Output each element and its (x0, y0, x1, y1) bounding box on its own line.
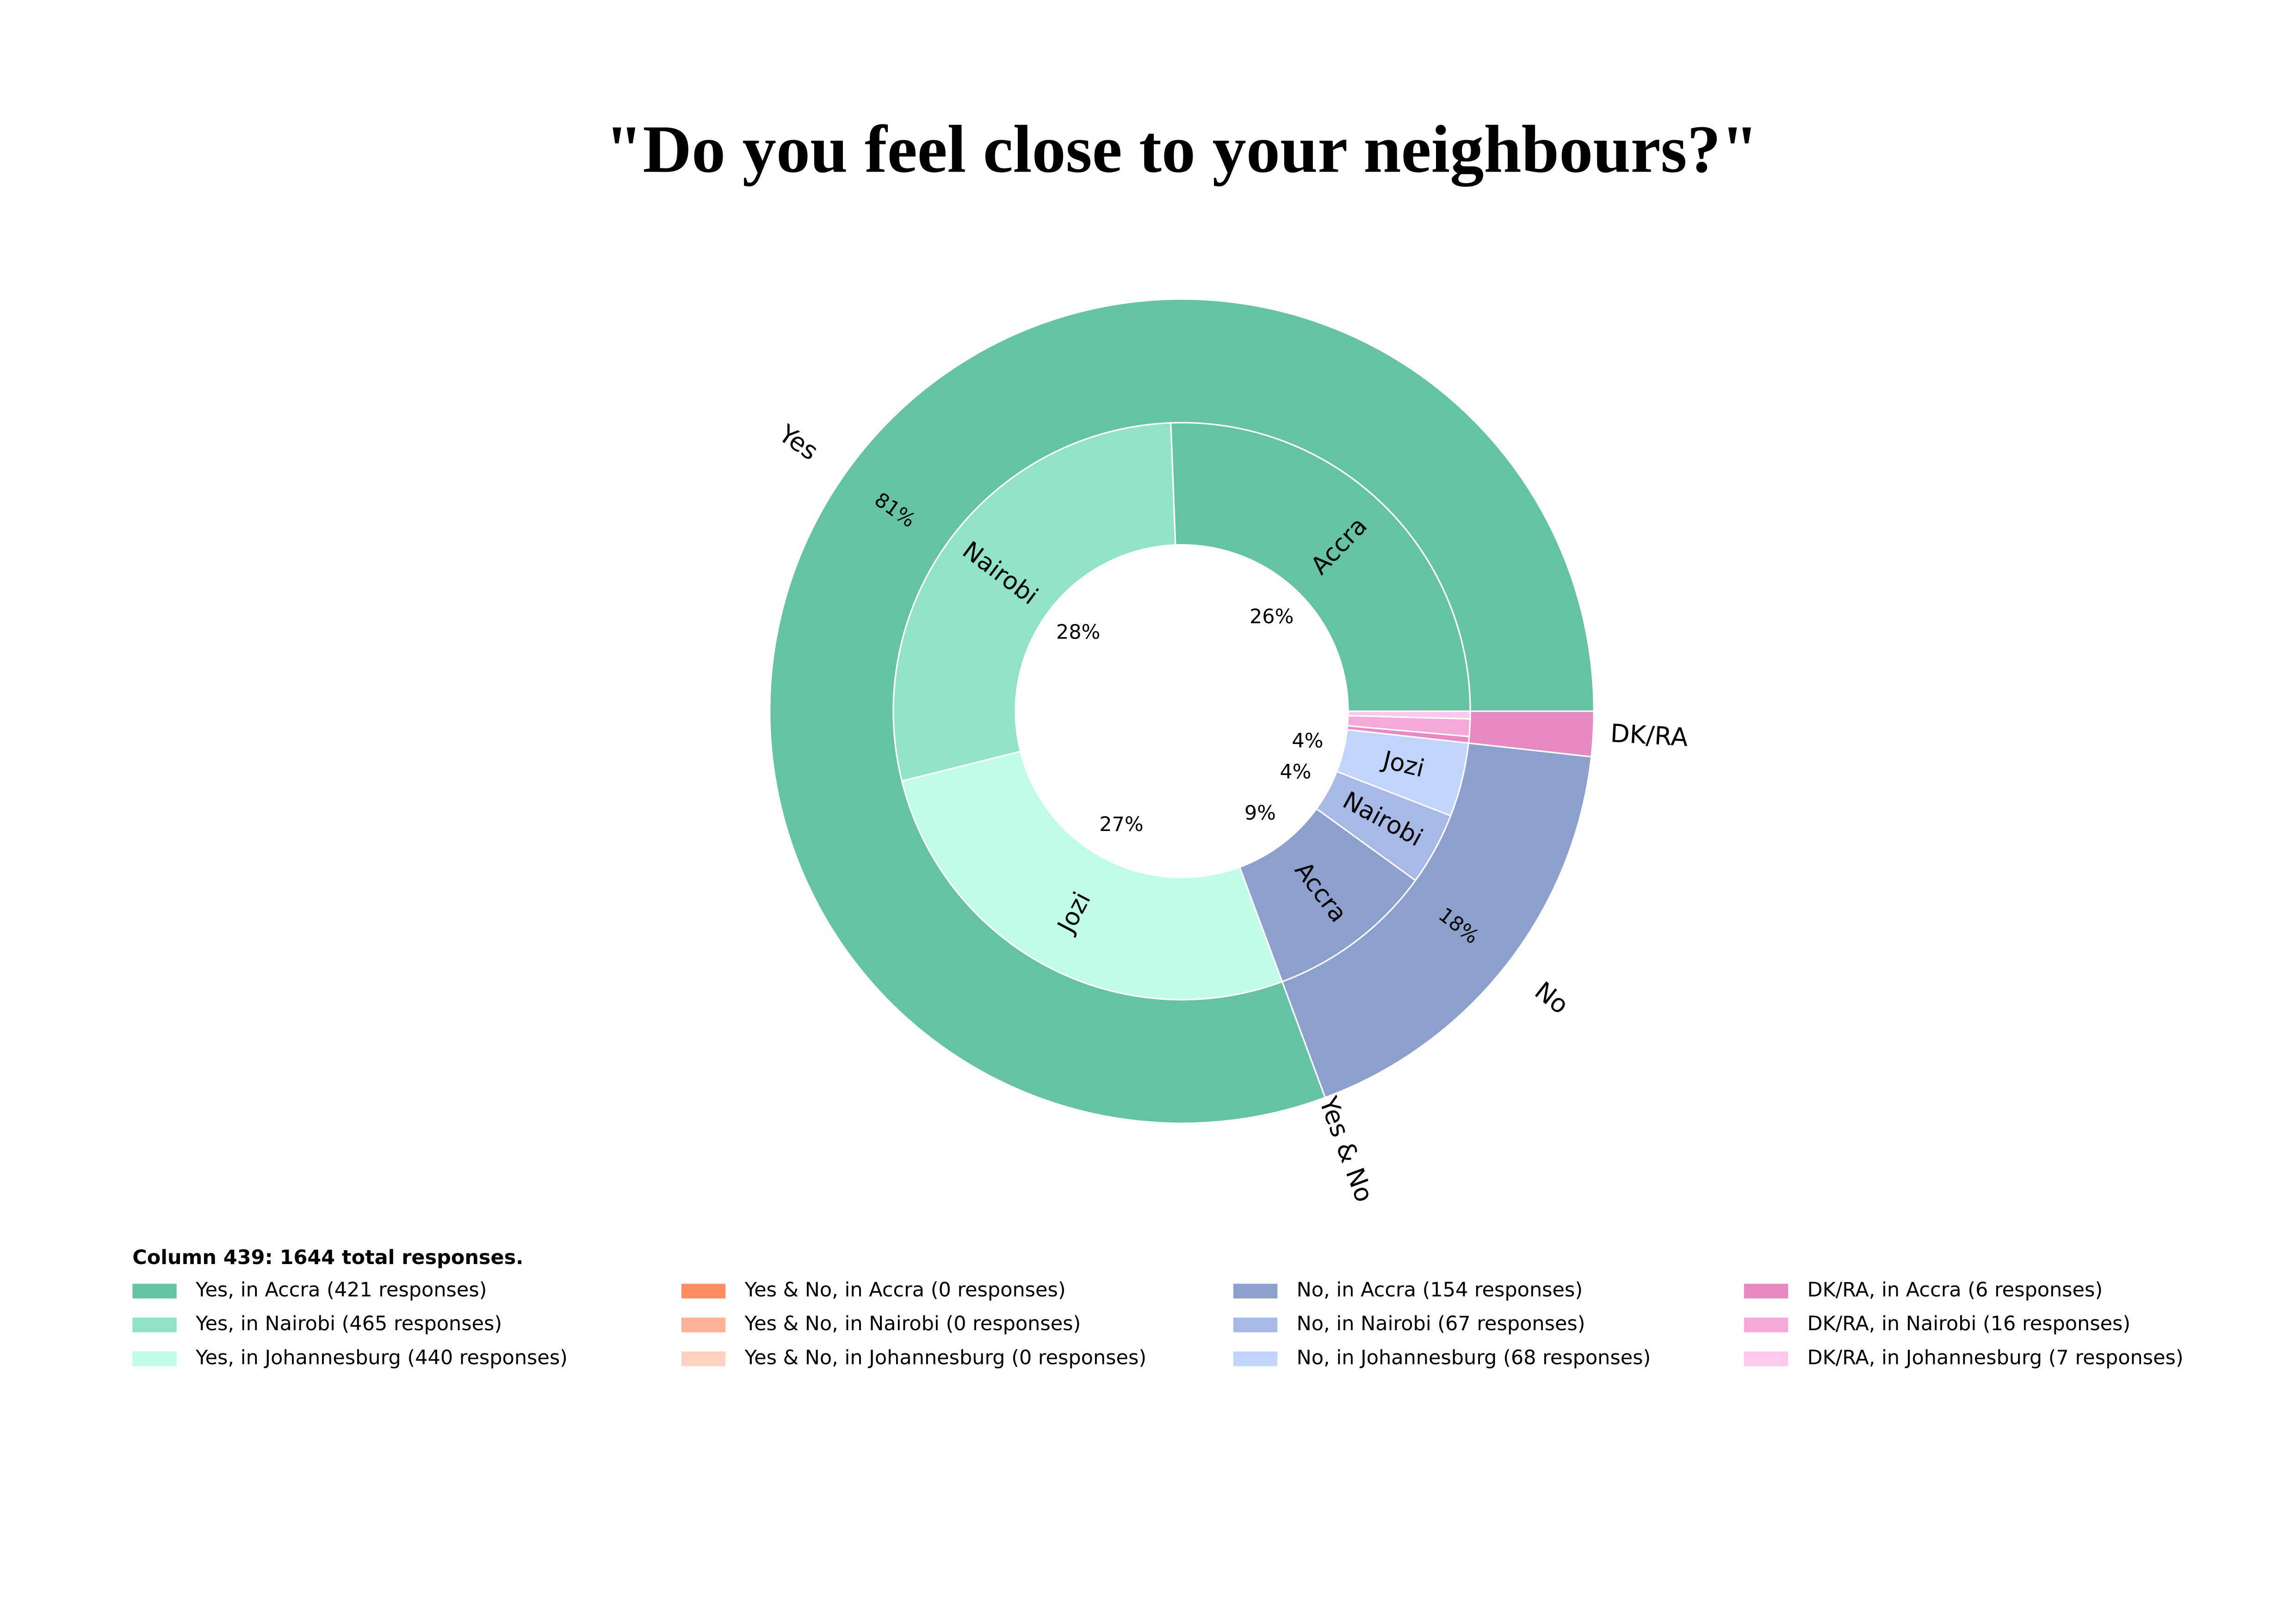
legend-swatch (1233, 1351, 1278, 1366)
inner-wedge (901, 750, 1283, 1001)
legend-swatch (1744, 1283, 1789, 1299)
legend-label: DK/RA, in Accra (6 responses) (1807, 1278, 2103, 1302)
outer-label: No (1529, 976, 1574, 1020)
legend-label: Yes & No, in Accra (0 responses) (744, 1278, 1066, 1302)
legend-swatch (681, 1283, 726, 1299)
legend-swatch (1233, 1283, 1278, 1299)
inner-value-label: 9% (1244, 801, 1276, 824)
legend-swatch (132, 1351, 177, 1366)
legend-swatch (681, 1351, 726, 1366)
chart-title: "Do you feel close to your neighbours?" (605, 112, 1758, 186)
legend-label: No, in Johannesburg (68 responses) (1297, 1346, 1651, 1369)
inner-value-label: 26% (1250, 605, 1294, 628)
inner-value-label: 4% (1280, 760, 1311, 783)
legend-swatch (1233, 1317, 1278, 1333)
inner-wedge (892, 422, 1176, 782)
legend-swatch (1744, 1351, 1789, 1366)
legend-title: Column 439: 1644 total responses. (132, 1246, 523, 1269)
legend-label: DK/RA, in Johannesburg (7 responses) (1807, 1346, 2184, 1369)
legend-label: Yes, in Nairobi (465 responses) (195, 1312, 502, 1335)
legend-label: Yes & No, in Johannesburg (0 responses) (744, 1346, 1146, 1369)
legend-label: No, in Nairobi (67 responses) (1297, 1312, 1585, 1335)
inner-value-label: 4% (1292, 729, 1323, 752)
inner-wedge (1347, 710, 1471, 720)
outer-label: DK/RA (1609, 719, 1689, 752)
legend-label: No, in Accra (154 responses) (1297, 1278, 1583, 1302)
legend-swatch (681, 1317, 726, 1333)
legend-swatch (1744, 1317, 1789, 1333)
legend-label: Yes, in Johannesburg (440 responses) (195, 1346, 568, 1369)
legend-swatch (132, 1317, 177, 1333)
inner-value-label: 27% (1099, 813, 1143, 836)
legend-swatch (132, 1283, 177, 1299)
outer-label: Yes (774, 419, 823, 466)
inner-wedge (1170, 421, 1471, 712)
legend-label: Yes & No, in Nairobi (0 responses) (744, 1312, 1081, 1335)
outer-label: Yes & No (1313, 1092, 1379, 1206)
legend-label: DK/RA, in Nairobi (16 responses) (1807, 1312, 2131, 1335)
inner-value-label: 28% (1056, 621, 1100, 644)
legend-label: Yes, in Accra (421 responses) (195, 1278, 487, 1302)
